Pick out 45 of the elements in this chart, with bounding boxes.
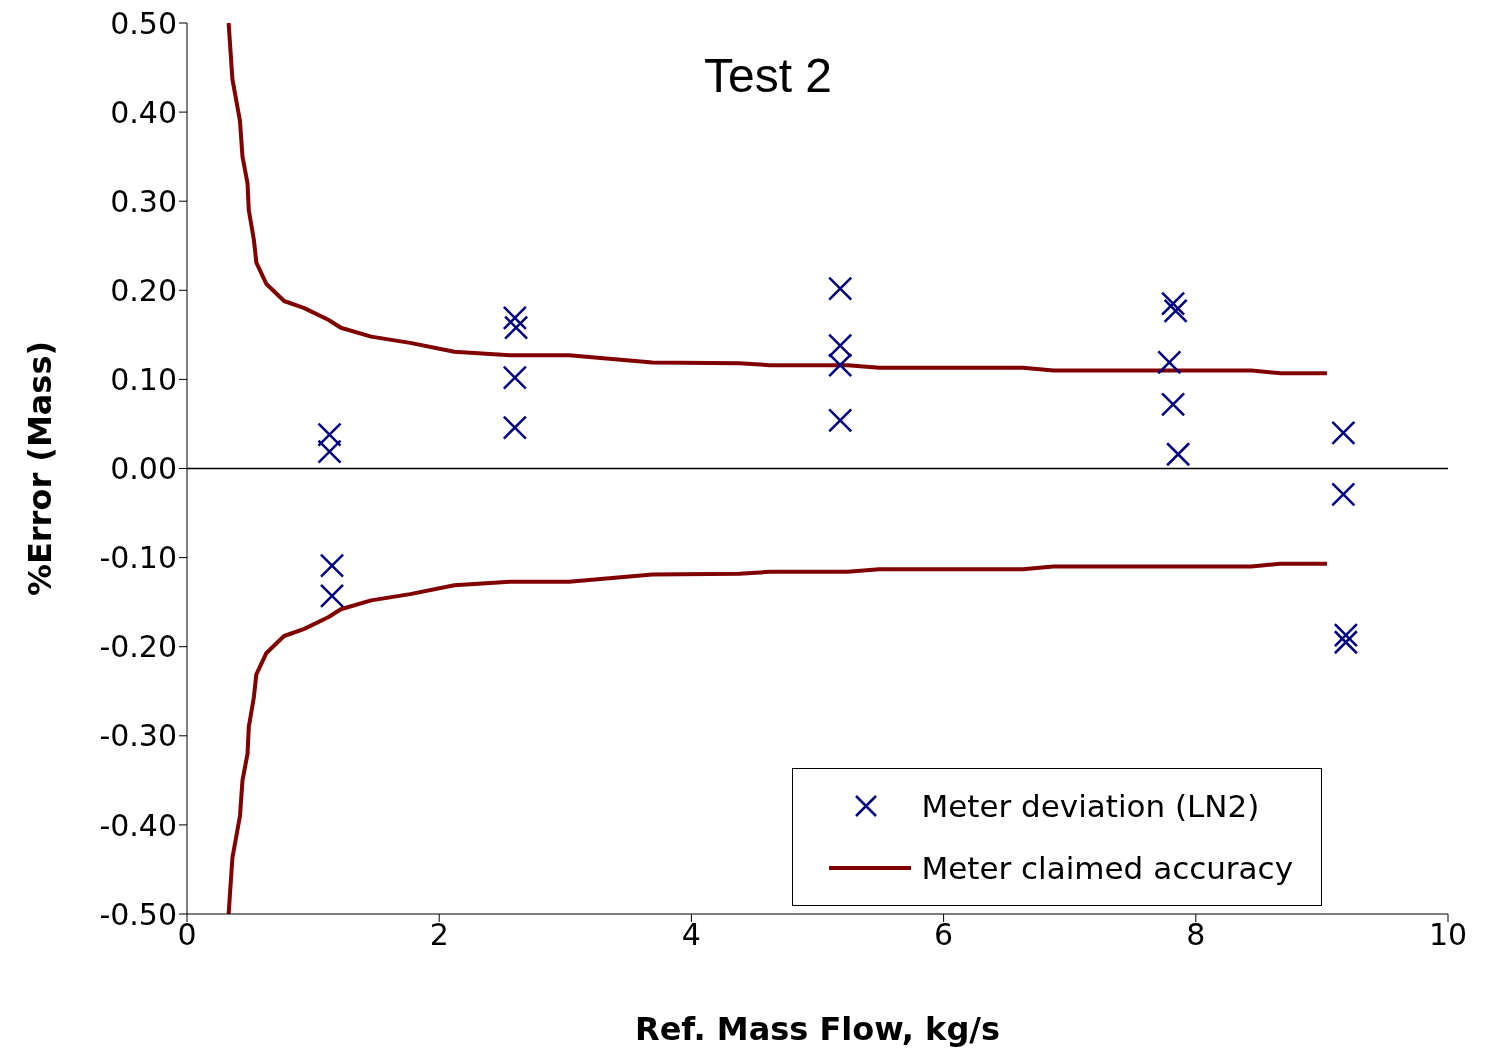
y-tick-label: -0.50: [99, 896, 177, 932]
point: [1160, 291, 1186, 316]
y-tick-label: 0.30: [110, 183, 177, 219]
point: [1333, 630, 1359, 655]
x-tick-label: 4: [681, 917, 701, 953]
y-tick-label: 0.40: [110, 94, 177, 130]
y-tick-label: 0.50: [110, 5, 177, 41]
y-tick-label: 0.00: [110, 451, 177, 487]
y-tick-label: -0.20: [99, 629, 177, 665]
x-tick-label: 2: [429, 917, 449, 953]
point: [319, 583, 345, 609]
legend-label: Meter claimed accuracy: [921, 850, 1293, 886]
legend-label: Meter deviation (LN2): [921, 788, 1260, 824]
point: [502, 415, 528, 440]
line-series: [226, 561, 1329, 914]
point: [1163, 298, 1188, 324]
point: [317, 439, 342, 464]
y-axis-title: %Error (Mass): [21, 340, 60, 597]
point: [319, 553, 345, 578]
y-tick-label: 0.10: [110, 362, 177, 398]
x-axis-title: Ref. Mass Flow, kg/s: [634, 1010, 1001, 1048]
x-tick-label: 8: [1186, 917, 1206, 953]
x-tick-label: 6: [934, 917, 954, 953]
point: [502, 305, 528, 331]
y-tick-label: 0.20: [110, 272, 177, 308]
point: [1165, 441, 1191, 467]
point: [1333, 622, 1359, 648]
point: [827, 276, 853, 301]
point: [317, 422, 342, 447]
point: [502, 365, 528, 390]
line-series: [226, 23, 1329, 376]
point: [1157, 350, 1182, 375]
point: [827, 408, 853, 433]
y-tick-label: -0.40: [99, 807, 177, 843]
x-tick-label: 10: [1428, 917, 1468, 953]
point: [827, 333, 853, 358]
point: [503, 315, 529, 340]
y-tick-label: -0.10: [99, 540, 177, 576]
y-tick-label: -0.30: [99, 718, 177, 754]
point: [1331, 482, 1356, 507]
point: [1160, 392, 1186, 417]
text: Test 2: [702, 48, 834, 103]
point: [1331, 420, 1356, 446]
point: [827, 352, 853, 378]
x-tick-label: 0: [177, 917, 197, 953]
